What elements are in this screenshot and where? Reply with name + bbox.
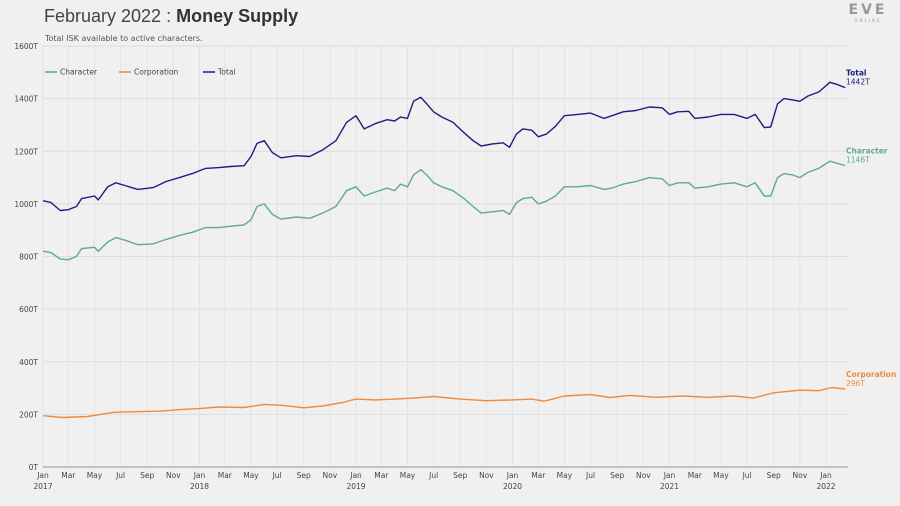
y-tick-label: 1000T — [14, 200, 38, 209]
series-line-character — [42, 160, 846, 261]
x-tick-label: Mar — [61, 471, 76, 480]
x-tick-label: Jan — [506, 471, 519, 480]
x-tick-label: May — [87, 471, 103, 480]
x-tick-label: Jan — [349, 471, 362, 480]
end-value-character: 1146T — [846, 155, 870, 164]
x-tick-label: May — [400, 471, 416, 480]
x-tick-label: Jan — [819, 471, 832, 480]
x-year-label: 2019 — [346, 482, 365, 491]
x-tick-label: Mar — [218, 471, 233, 480]
y-tick-label: 1600T — [14, 42, 38, 51]
y-tick-label: 600T — [19, 305, 38, 314]
x-tick-label: Sep — [767, 471, 781, 480]
x-tick-label: Jul — [585, 471, 595, 480]
chart-title: February 2022 : Money Supply — [44, 6, 298, 27]
logo-subtext: ONLINE — [854, 18, 882, 23]
x-tick-label: Jul — [742, 471, 752, 480]
y-tick-label: 1400T — [14, 95, 38, 104]
series-line-corporation — [42, 386, 846, 419]
x-tick-label: Mar — [531, 471, 546, 480]
x-year-label: 2020 — [503, 482, 522, 491]
x-tick-label: Jan — [193, 471, 206, 480]
x-year-label: 2017 — [33, 482, 52, 491]
legend-label-corporation: Corporation — [134, 68, 179, 77]
x-tick-label: Sep — [140, 471, 154, 480]
x-tick-label: Nov — [793, 471, 808, 480]
legend-label-character: Character — [60, 68, 98, 77]
x-year-label: 2021 — [660, 482, 679, 491]
title-strong: Money Supply — [176, 6, 299, 26]
end-label-character: Character — [846, 146, 888, 155]
chart-subtitle: Total ISK available to active characters… — [45, 34, 203, 43]
eve-logo: EVE ONLINE — [842, 2, 894, 26]
x-tick-label: Mar — [688, 471, 703, 480]
x-tick-label: Nov — [479, 471, 494, 480]
logo-text: EVE — [848, 2, 888, 18]
x-tick-label: Jul — [428, 471, 438, 480]
x-year-label: 2018 — [190, 482, 209, 491]
x-tick-label: Nov — [636, 471, 651, 480]
title-prefix: February 2022 : — [44, 6, 177, 26]
x-tick-label: Nov — [166, 471, 181, 480]
end-value-total: 1442T — [846, 78, 870, 87]
x-tick-label: Sep — [453, 471, 467, 480]
end-label-total: Total — [846, 69, 867, 78]
x-tick-label: Nov — [323, 471, 338, 480]
x-tick-label: Sep — [610, 471, 624, 480]
x-tick-label: May — [713, 471, 729, 480]
x-tick-label: Mar — [374, 471, 389, 480]
x-tick-label: Jul — [115, 471, 125, 480]
y-tick-label: 800T — [19, 253, 38, 262]
x-tick-label: Jul — [272, 471, 282, 480]
y-tick-label: 400T — [19, 358, 38, 367]
legend-label-total: Total — [217, 68, 236, 77]
series-line-total — [42, 81, 846, 212]
x-tick-label: Sep — [297, 471, 311, 480]
y-tick-label: 0T — [29, 463, 39, 472]
y-tick-label: 200T — [19, 410, 38, 419]
x-tick-label: Jan — [36, 471, 49, 480]
x-tick-label: May — [557, 471, 573, 480]
x-year-label: 2022 — [816, 482, 835, 491]
end-value-corporation: 296T — [846, 379, 865, 388]
end-label-corporation: Corporation — [846, 370, 896, 379]
x-tick-label: Jan — [663, 471, 676, 480]
x-tick-label: May — [243, 471, 259, 480]
y-tick-label: 1200T — [14, 147, 38, 156]
